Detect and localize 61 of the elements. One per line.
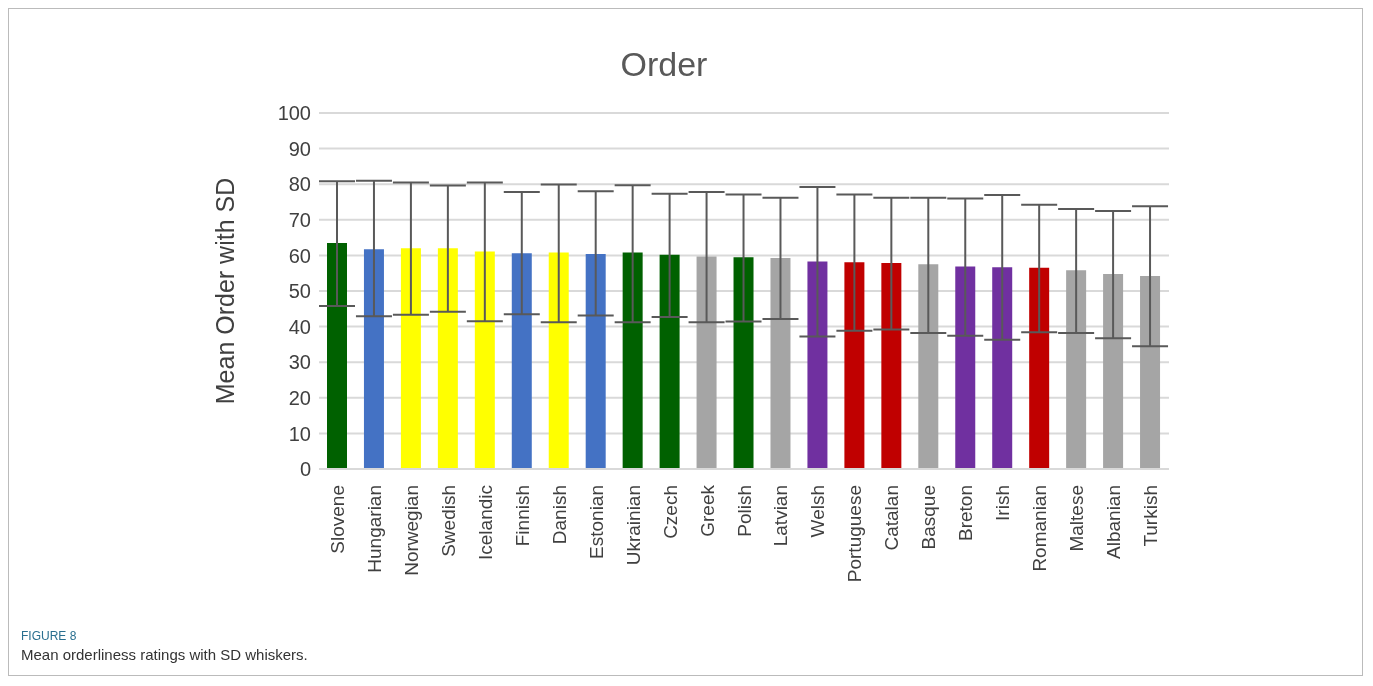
bar (733, 257, 754, 469)
x-tick-label: Danish (548, 485, 570, 545)
bar (918, 264, 939, 469)
x-tick-label: Maltese (1066, 485, 1088, 552)
bar (363, 249, 384, 469)
x-tick-label: Welsh (807, 485, 829, 538)
bar (1066, 270, 1087, 469)
y-tick-label: 60 (288, 244, 311, 267)
x-tick-label: Latvian (770, 485, 792, 547)
bar (622, 252, 643, 469)
x-tick-label: Catalan (881, 485, 903, 551)
x-tick-label: Turkish (1140, 485, 1162, 547)
bar (807, 261, 828, 469)
y-tick-label: 20 (288, 386, 311, 409)
x-tick-label: Norwegian (400, 485, 422, 576)
bar (400, 248, 421, 469)
bar (1140, 276, 1161, 469)
x-tick-label: Basque (918, 485, 940, 550)
bar (770, 257, 791, 469)
bar (511, 253, 532, 469)
x-tick-label: Icelandic (474, 485, 496, 560)
y-tick-label: 0 (299, 458, 311, 481)
y-tick-label: 30 (288, 351, 311, 374)
x-tick-label: Czech (659, 485, 681, 539)
bar (437, 248, 458, 469)
y-axis-title: Mean Order with SD (210, 177, 239, 405)
x-tick-label: Hungarian (363, 485, 385, 573)
x-tick-label: Romanian (1029, 485, 1051, 572)
bar (955, 266, 976, 469)
x-tick-label: Greek (696, 484, 718, 537)
x-tick-label: Finnish (511, 485, 533, 547)
y-tick-label: 80 (288, 173, 311, 196)
bar (327, 242, 347, 469)
y-tick-label: 70 (288, 208, 311, 231)
bar (474, 251, 495, 469)
bar (1029, 267, 1050, 469)
bar (881, 262, 902, 469)
x-tick-label: Irish (992, 485, 1014, 521)
x-tick-label: Portuguese (844, 485, 866, 583)
x-tick-label: Breton (955, 485, 977, 541)
bar (585, 253, 606, 469)
bar (548, 252, 569, 469)
y-tick-label: 50 (288, 280, 311, 303)
y-tick-label: 90 (288, 137, 311, 160)
chart-title: Order (619, 45, 709, 84)
x-tick-label: Polish (733, 485, 755, 537)
y-tick-label: 40 (288, 315, 311, 338)
bar (1103, 273, 1124, 469)
y-tick-label: 100 (277, 102, 311, 125)
y-tick-label: 10 (288, 422, 311, 445)
text: Mean orderliness ratings with SD whiskers. (21, 646, 308, 663)
x-tick-label: Swedish (437, 485, 459, 557)
x-tick-label: Albanian (1103, 485, 1125, 559)
bar (696, 256, 717, 469)
bar (992, 267, 1013, 469)
bar (659, 254, 680, 469)
bar (844, 262, 865, 469)
x-tick-label: Ukrainian (622, 485, 644, 566)
x-tick-label: Estonian (585, 485, 607, 559)
caption: FIGURE 8 (21, 629, 78, 643)
x-tick-label: Slovene (326, 485, 348, 554)
